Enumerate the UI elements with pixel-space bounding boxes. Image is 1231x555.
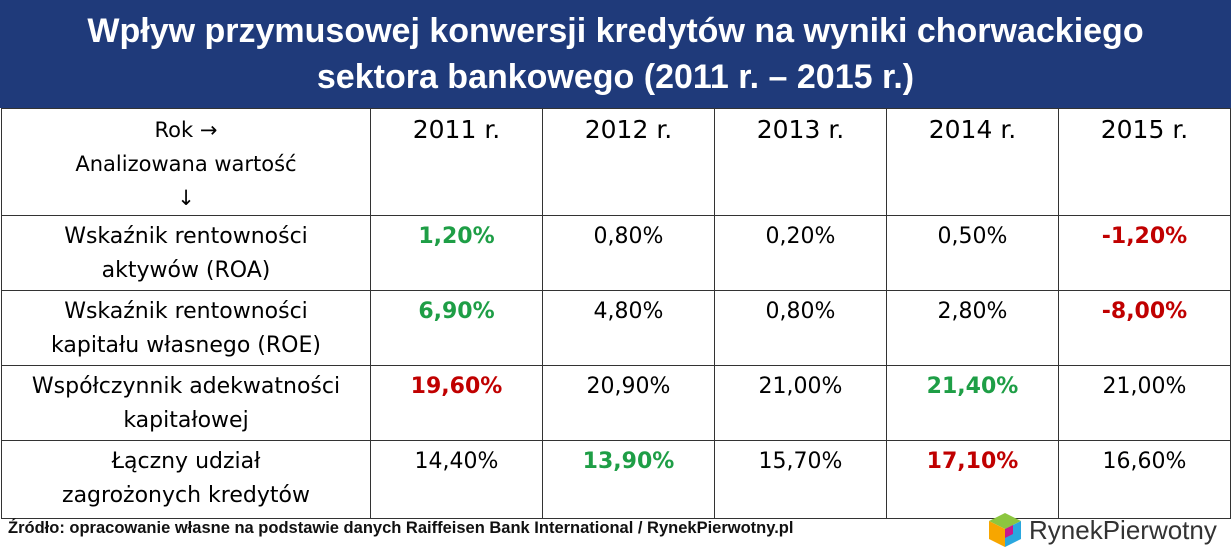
value-cell: 0,80% (542, 215, 715, 291)
value-cell: 19,60% (370, 365, 543, 441)
title-line-2: sektora bankowego (2011 r. – 2015 r.) (316, 58, 915, 96)
row-label-line-2: zagrożonych kredytów (62, 483, 310, 508)
table-row: Współczynnik adekwatności kapitałowej 19… (1, 365, 1231, 441)
value-cell: 17,10% (886, 440, 1059, 519)
indicators-table: Rok → Analizowana wartość ↓ 2011 r. 2012… (1, 108, 1231, 519)
row-label: Wskaźnik rentowności kapitału własnego (… (1, 290, 371, 366)
value-cell: 15,70% (714, 440, 887, 519)
corner-value-label: Analizowana wartość (75, 152, 297, 176)
title-line-1: Wpływ przymusowej konwersji kredytów na … (87, 12, 1144, 50)
table-row: Łączny udział zagrożonych kredytów 14,40… (1, 440, 1231, 519)
value-cell: 4,80% (542, 290, 715, 366)
logo-wordmark: RynekPierwotny (1029, 515, 1217, 546)
value-cell: -1,20% (1058, 215, 1231, 291)
value-cell: -8,00% (1058, 290, 1231, 366)
logo-text-part-2: Pierwotny (1102, 514, 1217, 545)
corner-header-cell: Rok → Analizowana wartość ↓ (1, 108, 371, 216)
value-cell: 20,90% (542, 365, 715, 441)
row-label: Współczynnik adekwatności kapitałowej (1, 365, 371, 441)
value-cell: 0,20% (714, 215, 887, 291)
corner-year-label: Rok → (154, 118, 218, 142)
rynekpierwotny-logo[interactable]: RynekPierwotny (985, 508, 1229, 552)
row-label-line-1: Wskaźnik rentowności (64, 299, 308, 324)
row-label-line-1: Wskaźnik rentowności (64, 224, 308, 249)
value-cell: 2,80% (886, 290, 1059, 366)
row-label: Wskaźnik rentowności aktywów (ROA) (1, 215, 371, 291)
header-row: Rok → Analizowana wartość ↓ 2011 r. 2012… (1, 108, 1231, 216)
value-cell: 0,80% (714, 290, 887, 366)
value-cell: 21,40% (886, 365, 1059, 441)
value-cell: 21,00% (714, 365, 887, 441)
value-cell: 16,60% (1058, 440, 1231, 519)
year-header-2015: 2015 r. (1058, 108, 1231, 216)
value-cell: 1,20% (370, 215, 543, 291)
title-banner: Wpływ przymusowej konwersji kredytów na … (0, 0, 1231, 108)
value-cell: 0,50% (886, 215, 1059, 291)
source-note: Źródło: opracowanie własne na podstawie … (8, 519, 794, 537)
arrow-down-icon: ↓ (177, 186, 195, 210)
row-label: Łączny udział zagrożonych kredytów (1, 440, 371, 519)
row-label-line-2: kapitału własnego (ROE) (51, 333, 321, 358)
value-cell: 14,40% (370, 440, 543, 519)
value-cell: 13,90% (542, 440, 715, 519)
year-header-2012: 2012 r. (542, 108, 715, 216)
row-label-line-2: kapitałowej (123, 408, 249, 433)
year-header-2011: 2011 r. (370, 108, 543, 216)
year-header-2014: 2014 r. (886, 108, 1059, 216)
row-label-line-1: Łączny udział (111, 449, 261, 474)
row-label-line-1: Współczynnik adekwatności (31, 374, 341, 399)
year-header-2013: 2013 r. (714, 108, 887, 216)
cube-logo-icon (989, 513, 1021, 547)
table-row: Wskaźnik rentowności kapitału własnego (… (1, 290, 1231, 366)
table-row: Wskaźnik rentowności aktywów (ROA) 1,20%… (1, 215, 1231, 291)
row-label-line-2: aktywów (ROA) (101, 258, 271, 283)
logo-text-part-1: Rynek (1029, 514, 1103, 545)
value-cell: 6,90% (370, 290, 543, 366)
value-cell: 21,00% (1058, 365, 1231, 441)
